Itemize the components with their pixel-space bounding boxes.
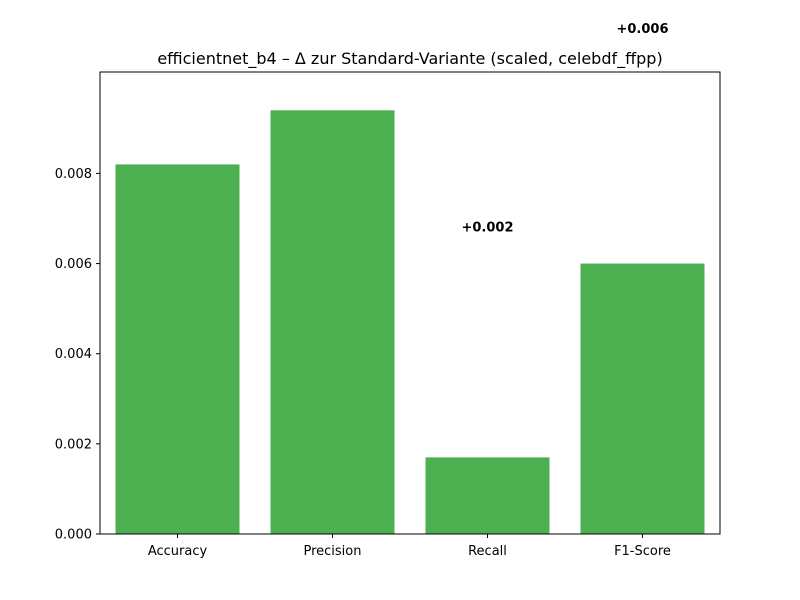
y-tick-label: 0.006	[55, 257, 92, 272]
bar-precision	[270, 110, 395, 534]
x-tick-label: Precision	[303, 544, 361, 559]
bar-recall	[425, 457, 550, 534]
bars-group	[115, 110, 705, 534]
x-axis: Accuracy Precision Recall F1-Score	[148, 534, 671, 559]
x-tick-label: Recall	[468, 544, 507, 559]
y-axis: 0.000 0.002 0.004 0.006 0.008	[55, 167, 100, 543]
plot-frame	[99, 71, 721, 535]
x-tick-label: Accuracy	[148, 544, 208, 559]
data-label: +0.002	[461, 221, 513, 236]
data-labels-group: +0.002 +0.006	[461, 22, 668, 235]
bar-accuracy	[115, 164, 240, 534]
y-tick-label: 0.002	[55, 437, 92, 452]
x-tick-label: F1-Score	[614, 544, 671, 559]
data-label: +0.006	[616, 22, 668, 37]
bar-f1-score	[580, 263, 705, 534]
chart-title: efficientnet_b4 – Δ zur Standard-Variant…	[157, 49, 662, 69]
y-tick-label: 0.008	[55, 167, 92, 182]
y-tick-label: 0.004	[55, 347, 92, 362]
y-tick-label: 0.000	[55, 528, 92, 543]
